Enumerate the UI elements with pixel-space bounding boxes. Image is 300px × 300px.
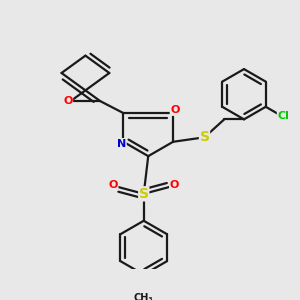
Text: CH₃: CH₃ xyxy=(134,293,154,300)
Text: N: N xyxy=(117,139,126,148)
Text: O: O xyxy=(170,105,180,116)
Text: O: O xyxy=(169,180,179,190)
Text: O: O xyxy=(109,180,118,190)
Text: S: S xyxy=(200,130,209,144)
Text: O: O xyxy=(63,96,73,106)
Text: Cl: Cl xyxy=(278,111,289,121)
Text: S: S xyxy=(139,187,149,201)
